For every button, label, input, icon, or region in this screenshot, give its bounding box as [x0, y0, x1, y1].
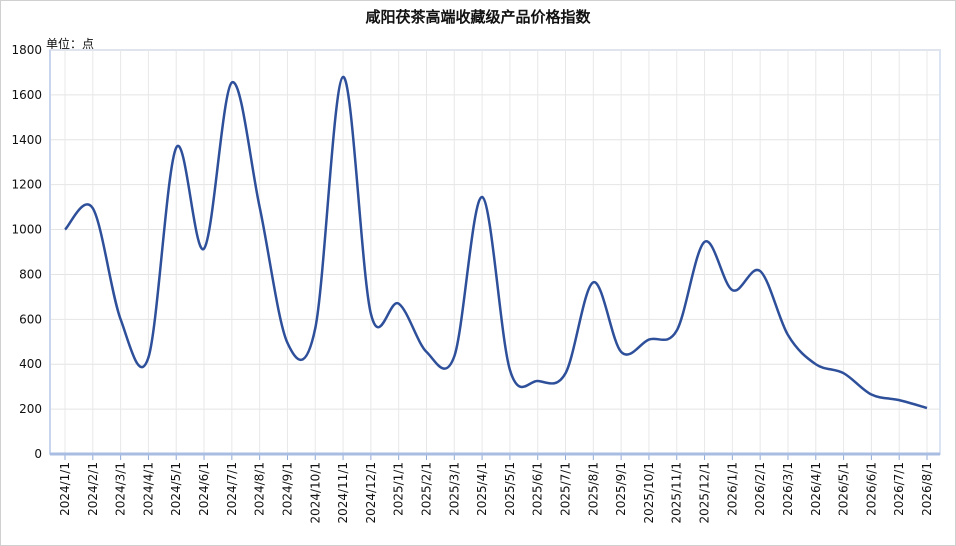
y-tick-label: 1400	[11, 133, 42, 147]
x-tick-label: 2026/7/1	[892, 462, 906, 516]
chart-title: 咸阳茯茶高端收藏级产品价格指数	[365, 8, 591, 26]
x-tick-label: 2024/7/1	[225, 462, 239, 516]
x-tick-label: 2026/6/1	[864, 462, 878, 516]
x-tick-label: 2025/6/1	[531, 462, 545, 516]
x-tick-label: 2026/2/1	[753, 462, 767, 516]
x-tick-label: 2024/5/1	[169, 462, 183, 516]
y-tick-label: 200	[19, 402, 42, 416]
x-tick-label: 2026/3/1	[781, 462, 795, 516]
x-tick-label: 2024/9/1	[280, 462, 294, 516]
x-tick-label: 2026/1/1	[725, 462, 739, 516]
y-tick-label: 1000	[11, 223, 42, 237]
x-tick-label: 2026/5/1	[837, 462, 851, 516]
x-tick-label: 2024/2/1	[86, 462, 100, 516]
x-tick-label: 2026/4/1	[809, 462, 823, 516]
x-tick-label: 2025/2/1	[419, 462, 433, 516]
x-tick-label: 2024/11/1	[336, 462, 350, 524]
x-tick-label: 2024/4/1	[141, 462, 155, 516]
y-tick-label: 800	[19, 267, 42, 281]
x-tick-label: 2025/9/1	[614, 462, 628, 516]
data-line	[64, 75, 928, 410]
y-tick-label: 1600	[11, 88, 42, 102]
x-tick-label: 2025/11/1	[670, 462, 684, 524]
x-tick-label: 2024/10/1	[308, 462, 322, 524]
y-tick-label: 400	[19, 357, 42, 371]
y-tick-label: 1800	[11, 43, 42, 57]
x-tick-label: 2025/7/1	[559, 462, 573, 516]
x-tick-label: 2025/1/1	[392, 462, 406, 516]
x-tick-label: 2025/8/1	[586, 462, 600, 516]
y-tick-label: 1200	[11, 178, 42, 192]
y-tick-label: 600	[19, 312, 42, 326]
x-tick-label: 2026/8/1	[920, 462, 934, 516]
x-tick-label: 2024/1/1	[58, 462, 72, 516]
x-tick-label: 2024/12/1	[364, 462, 378, 524]
x-tick-label: 2024/6/1	[197, 462, 211, 516]
x-tick-label: 2025/12/1	[698, 462, 712, 524]
x-tick-label: 2024/3/1	[114, 462, 128, 516]
x-tick-label: 2025/5/1	[503, 462, 517, 516]
x-tick-label: 2025/3/1	[447, 462, 461, 516]
x-tick-label: 2025/10/1	[642, 462, 656, 524]
x-tick-label: 2024/8/1	[253, 462, 267, 516]
unit-label: 单位：点	[46, 36, 94, 51]
x-tick-label: 2025/4/1	[475, 462, 489, 516]
y-tick-label: 0	[34, 447, 42, 461]
